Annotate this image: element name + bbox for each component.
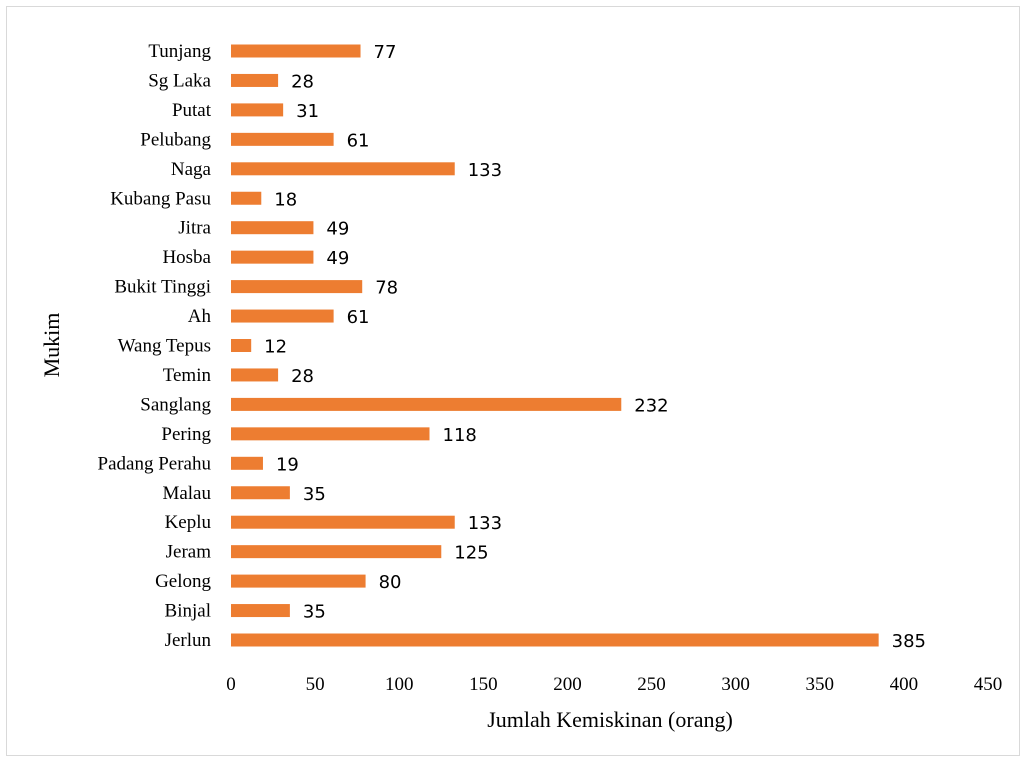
bar-gelong — [231, 574, 366, 588]
bar-naga — [231, 162, 455, 176]
data-label-binjal: 35 — [303, 602, 326, 623]
data-label-jerlun: 385 — [892, 631, 926, 652]
bar-jerlun — [231, 633, 879, 647]
category-label-sg-laka: Sg Laka — [148, 70, 211, 91]
data-label-keplu: 133 — [468, 513, 502, 534]
bar-sanglang — [231, 397, 622, 411]
category-label-sanglang: Sanglang — [140, 394, 211, 415]
category-label-malau: Malau — [162, 483, 211, 504]
category-label-bukit-tinggi: Bukit Tinggi — [114, 277, 211, 298]
category-label-jerlun: Jerlun — [165, 630, 212, 651]
category-label-padang-perahu: Padang Perahu — [98, 453, 212, 474]
bar-jitra — [231, 221, 314, 235]
data-label-jitra: 49 — [326, 219, 349, 240]
data-label-malau: 35 — [303, 484, 326, 505]
x-tick-label-400: 400 — [890, 674, 919, 695]
category-label-ah: Ah — [188, 306, 212, 327]
x-tick-label-200: 200 — [553, 674, 582, 695]
x-tick-label-150: 150 — [469, 674, 498, 695]
data-label-naga: 133 — [468, 160, 502, 181]
category-label-jeram: Jeram — [166, 542, 212, 563]
bar-wang-tepus — [231, 339, 252, 352]
bar-pelubang — [231, 132, 334, 146]
bar-keplu — [231, 515, 455, 529]
category-label-binjal: Binjal — [165, 601, 211, 622]
bar-jeram — [231, 545, 442, 559]
data-label-padang-perahu: 19 — [276, 454, 299, 475]
category-label-pering: Pering — [161, 424, 211, 445]
chart-frame — [6, 6, 1020, 756]
data-label-hosba: 49 — [326, 248, 349, 269]
x-tick-label-350: 350 — [806, 674, 835, 695]
data-label-gelong: 80 — [379, 572, 402, 593]
category-label-tunjang: Tunjang — [148, 41, 211, 62]
category-label-gelong: Gelong — [155, 571, 211, 592]
x-tick-labels: 0 50 100 150 200 250 300 350 400 450 — [226, 674, 1002, 695]
data-label-pelubang: 61 — [347, 130, 370, 151]
data-label-bukit-tinggi: 78 — [375, 278, 398, 299]
x-tick-label-100: 100 — [385, 674, 414, 695]
data-label-pering: 118 — [443, 425, 477, 446]
bar-malau — [231, 486, 290, 500]
bar-binjal — [231, 604, 290, 618]
bar-ah — [231, 309, 334, 323]
data-label-sg-laka: 28 — [291, 71, 314, 92]
data-label-putat: 31 — [296, 101, 319, 122]
category-label-temin: Temin — [163, 365, 212, 386]
data-label-temin: 28 — [291, 366, 314, 387]
bar-hosba — [231, 250, 314, 264]
data-label-sanglang: 232 — [634, 395, 668, 416]
bar-putat — [231, 103, 284, 117]
category-label-putat: Putat — [172, 100, 212, 121]
category-labels: Tunjang Sg Laka Putat Pelubang Naga Kubang Pa… — [98, 41, 212, 651]
bar-padang-perahu — [231, 456, 263, 470]
category-label-jitra: Jitra — [178, 218, 211, 239]
category-label-keplu: Keplu — [165, 512, 212, 533]
x-tick-label-450: 450 — [974, 674, 1003, 695]
category-label-kubang-pasu: Kubang Pasu — [110, 188, 211, 209]
x-tick-label-300: 300 — [721, 674, 750, 695]
category-label-naga: Naga — [171, 159, 212, 180]
data-label-kubang-pasu: 18 — [274, 189, 297, 210]
category-label-pelubang: Pelubang — [140, 129, 211, 150]
category-label-wang-tepus: Wang Tepus — [118, 336, 211, 357]
bar-tunjang — [231, 44, 361, 58]
x-tick-label-0: 0 — [226, 674, 236, 695]
y-axis-title: Mukim — [39, 313, 64, 378]
x-tick-label-250: 250 — [637, 674, 666, 695]
data-label-ah: 61 — [347, 307, 370, 328]
bar-kubang-pasu — [231, 191, 262, 205]
data-label-wang-tepus: 12 — [264, 337, 287, 358]
category-label-hosba: Hosba — [162, 247, 211, 268]
x-axis-title: Jumlah Kemiskinan (orang) — [487, 707, 733, 732]
bars — [231, 44, 879, 647]
data-label-jeram: 125 — [454, 543, 488, 564]
bar-bukit-tinggi — [231, 280, 363, 294]
data-labels: 7728316113318494978611228232118193513312… — [264, 42, 926, 652]
bar-pering — [231, 427, 430, 441]
bar-temin — [231, 368, 279, 382]
bar-sg-laka — [231, 73, 279, 87]
data-label-tunjang: 77 — [374, 42, 397, 63]
x-tick-label-50: 50 — [306, 674, 325, 695]
